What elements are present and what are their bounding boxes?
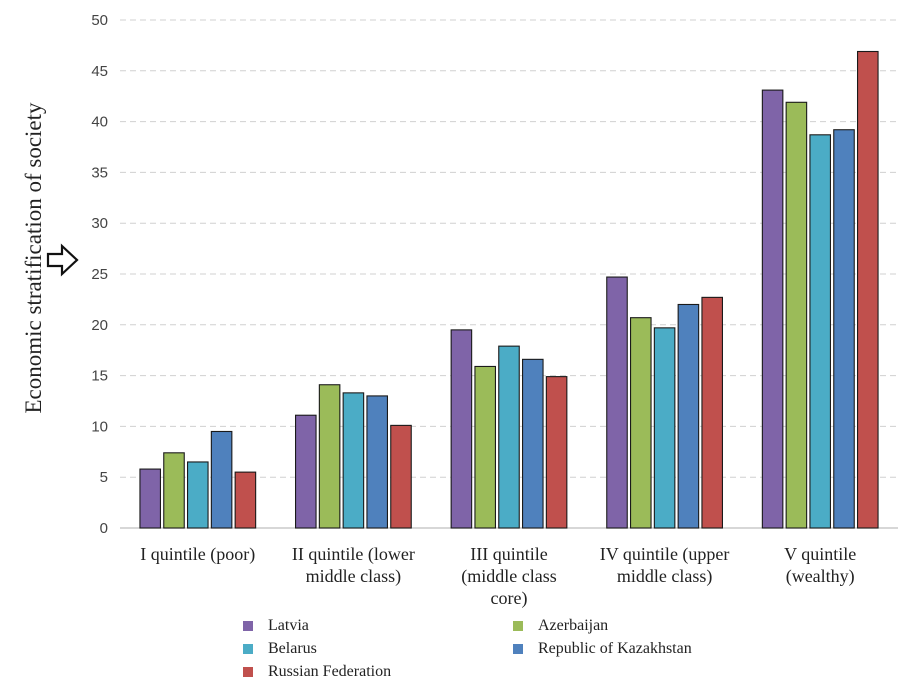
bar bbox=[785, 101, 808, 529]
right-arrow-icon bbox=[46, 243, 79, 277]
bar bbox=[450, 329, 473, 529]
y-tick-label: 5 bbox=[100, 469, 108, 486]
legend-item: Russian Federation bbox=[243, 663, 391, 681]
bar bbox=[606, 276, 628, 529]
legend-item: Republic of Kazakhstan bbox=[513, 640, 692, 658]
bar bbox=[629, 317, 652, 529]
bar bbox=[856, 50, 879, 529]
bar bbox=[545, 376, 568, 529]
bar bbox=[210, 430, 233, 529]
y-tick-label: 35 bbox=[91, 164, 108, 181]
bar bbox=[833, 129, 855, 529]
bar bbox=[318, 384, 341, 529]
bar bbox=[390, 424, 412, 529]
legend-swatch bbox=[243, 621, 253, 631]
bar bbox=[234, 471, 257, 529]
bar bbox=[701, 296, 724, 529]
legend-label: Belarus bbox=[268, 640, 317, 657]
x-tick-label: II quintile (lower middle class) bbox=[291, 544, 415, 586]
legend-swatch bbox=[513, 621, 523, 631]
legend-label: Republic of Kazakhstan bbox=[538, 640, 692, 657]
bar bbox=[677, 303, 700, 529]
y-tick-label: 0 bbox=[100, 520, 108, 537]
x-tick-label: III quintile (middle class core) bbox=[461, 544, 557, 608]
bar bbox=[474, 365, 497, 529]
bar bbox=[366, 395, 389, 529]
y-tick-label: 50 bbox=[91, 12, 108, 29]
bar bbox=[498, 345, 520, 529]
x-tick-label: I quintile (poor) bbox=[140, 544, 256, 564]
x-tick-label: IV quintile (upper middle class) bbox=[599, 544, 730, 586]
y-axis-label: Economic stratification of society bbox=[21, 102, 46, 414]
legend-swatch bbox=[243, 644, 253, 654]
legend-swatch bbox=[243, 667, 253, 677]
y-tick-label: 45 bbox=[91, 63, 108, 80]
legend-label: Latvia bbox=[268, 617, 309, 634]
bar bbox=[294, 414, 317, 529]
y-axis-label-container: Economic stratification of society bbox=[14, 0, 54, 693]
bar bbox=[342, 392, 365, 529]
legend-item: Latvia bbox=[243, 617, 309, 635]
legend-swatch bbox=[513, 644, 523, 654]
legend-label: Russian Federation bbox=[268, 663, 392, 680]
bar bbox=[809, 134, 832, 529]
legend-item: Belarus bbox=[243, 640, 317, 658]
bar bbox=[653, 327, 676, 529]
bar bbox=[761, 89, 784, 529]
y-tick-label: 30 bbox=[91, 215, 108, 232]
y-tick-label: 20 bbox=[91, 317, 108, 334]
bar bbox=[163, 452, 185, 529]
legend-label: Azerbaijan bbox=[538, 617, 609, 634]
x-tick-label: V quintile (wealthy) bbox=[784, 544, 857, 586]
legend-item: Azerbaijan bbox=[513, 617, 608, 635]
y-tick-label: 10 bbox=[91, 418, 108, 435]
y-tick-label: 15 bbox=[91, 368, 108, 385]
bar bbox=[521, 358, 544, 529]
y-tick-label: 25 bbox=[91, 266, 108, 283]
bar bbox=[187, 461, 209, 529]
y-tick-label: 40 bbox=[91, 114, 108, 131]
bar bbox=[139, 468, 161, 529]
